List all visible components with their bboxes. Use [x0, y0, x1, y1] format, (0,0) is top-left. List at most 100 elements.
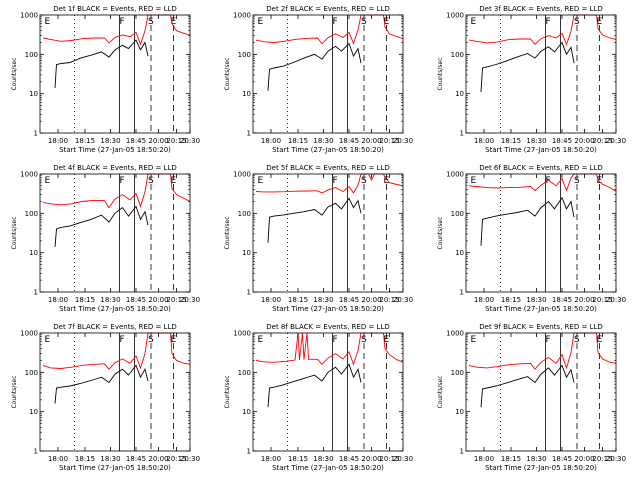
- events-series-line: [480, 364, 575, 408]
- x-tick-label: 18:45: [126, 296, 146, 304]
- y-axis-label: Counts/sec: [437, 375, 444, 408]
- marker-label: E: [471, 17, 477, 27]
- plot-frame: [252, 332, 404, 452]
- lld-series-line: [42, 332, 191, 370]
- y-tick-label: 10: [29, 249, 38, 257]
- marker-label: F: [333, 17, 338, 27]
- x-tick-label: 18:45: [339, 137, 359, 145]
- y-tick-label: 1: [460, 448, 464, 456]
- x-tick-label: 18:30: [313, 296, 333, 304]
- y-tick-label: 1000: [446, 330, 464, 338]
- x-tick-label: 18:00: [261, 455, 281, 463]
- plot-frame: [465, 332, 617, 452]
- y-tick-label: 10: [29, 408, 38, 416]
- y-axis-label: Counts/sec: [437, 57, 444, 90]
- marker-label: E: [384, 335, 390, 345]
- x-tick-label: 20:15: [166, 137, 186, 145]
- x-tick-label: 20:00: [574, 296, 594, 304]
- marker-label: S: [574, 335, 580, 345]
- y-tick-label: 10: [455, 408, 464, 416]
- x-axis-label: Start Time (27-Jan-05 18:50:20): [59, 146, 171, 154]
- lld-series-line: [468, 332, 617, 370]
- y-tick-label: 1000: [233, 330, 251, 338]
- y-tick-label: 1000: [446, 12, 464, 20]
- marker-label: E: [258, 17, 264, 27]
- y-tick-label: 100: [238, 369, 251, 377]
- x-tick-label: 18:15: [501, 296, 521, 304]
- x-tick-label: 18:15: [501, 455, 521, 463]
- x-tick-label: 20:00: [148, 137, 168, 145]
- plot-frame: [39, 14, 191, 134]
- marker-label: E: [45, 335, 51, 345]
- marker-label: F: [546, 176, 551, 186]
- y-tick-label: 1000: [233, 171, 251, 179]
- y-tick-label: 1: [247, 130, 251, 138]
- x-tick-label: 20:00: [361, 296, 381, 304]
- x-tick-label: 18:45: [126, 455, 146, 463]
- marker-label: E: [171, 176, 177, 186]
- lld-series-line: [255, 14, 404, 45]
- y-tick-label: 1: [247, 448, 251, 456]
- chart-title: Det 6f BLACK = Events, RED = LLD: [479, 164, 602, 172]
- chart-title: Det 1f BLACK = Events, RED = LLD: [53, 5, 176, 13]
- x-tick-label: 18:15: [288, 296, 308, 304]
- x-tick-label: 20:15: [379, 296, 399, 304]
- marker-label: E: [258, 176, 264, 186]
- x-tick-label: 18:30: [313, 455, 333, 463]
- y-tick-label: 100: [25, 369, 38, 377]
- chart-title: Det 5f BLACK = Events, RED = LLD: [266, 164, 389, 172]
- y-tick-label: 10: [242, 90, 251, 98]
- y-axis-label: Counts/sec: [11, 375, 18, 408]
- x-tick-label: 18:15: [75, 455, 95, 463]
- marker-label: E: [45, 176, 51, 186]
- x-tick-label: 20:15: [379, 455, 399, 463]
- x-tick-label: 18:45: [552, 455, 572, 463]
- y-tick-label: 10: [242, 408, 251, 416]
- events-series-line: [267, 363, 362, 408]
- events-series-line: [480, 41, 575, 93]
- x-tick-label: 18:00: [474, 296, 494, 304]
- x-tick-label: 18:15: [288, 137, 308, 145]
- y-axis-label: Counts/sec: [224, 57, 231, 90]
- x-tick-label: 18:45: [552, 296, 572, 304]
- x-tick-label: 18:15: [75, 137, 95, 145]
- y-tick-label: 1: [34, 289, 38, 297]
- marker-label: F: [120, 335, 125, 345]
- x-axis-label: Start Time (27-Jan-05 18:50:20): [272, 464, 384, 472]
- events-series-line: [54, 364, 149, 404]
- chart-title: Det 9f BLACK = Events, RED = LLD: [479, 323, 602, 331]
- x-tick-label: 20:30: [393, 296, 413, 304]
- y-tick-label: 100: [238, 51, 251, 59]
- x-tick-label: 20:00: [148, 455, 168, 463]
- plot-frame: [252, 173, 404, 293]
- lld-series-line: [42, 173, 191, 209]
- lld-series-line: [255, 173, 404, 194]
- x-tick-label: 20:15: [592, 296, 612, 304]
- y-tick-label: 1: [247, 289, 251, 297]
- plot-frame: [39, 332, 191, 452]
- x-tick-label: 20:00: [361, 455, 381, 463]
- y-tick-label: 1000: [233, 12, 251, 20]
- events-series-line: [267, 42, 362, 91]
- x-tick-label: 18:45: [339, 296, 359, 304]
- y-tick-label: 100: [451, 369, 464, 377]
- marker-label: F: [546, 335, 551, 345]
- y-tick-label: 100: [25, 51, 38, 59]
- plot-frame: [252, 14, 404, 134]
- marker-label: E: [171, 17, 177, 27]
- y-tick-label: 1000: [20, 12, 38, 20]
- events-series-line: [54, 39, 149, 88]
- y-axis-label: Counts/sec: [11, 216, 18, 249]
- lld-series-line: [468, 173, 617, 192]
- marker-label: F: [120, 176, 125, 186]
- marker-label: E: [471, 176, 477, 186]
- chart-title: Det 3f BLACK = Events, RED = LLD: [479, 5, 602, 13]
- y-axis-label: Counts/sec: [11, 57, 18, 90]
- marker-label: S: [361, 17, 367, 27]
- marker-label: E: [258, 335, 264, 345]
- x-tick-label: 20:30: [606, 296, 626, 304]
- y-tick-label: 1: [460, 130, 464, 138]
- marker-label: S: [148, 17, 154, 27]
- marker-label: S: [148, 176, 154, 186]
- y-tick-label: 10: [29, 90, 38, 98]
